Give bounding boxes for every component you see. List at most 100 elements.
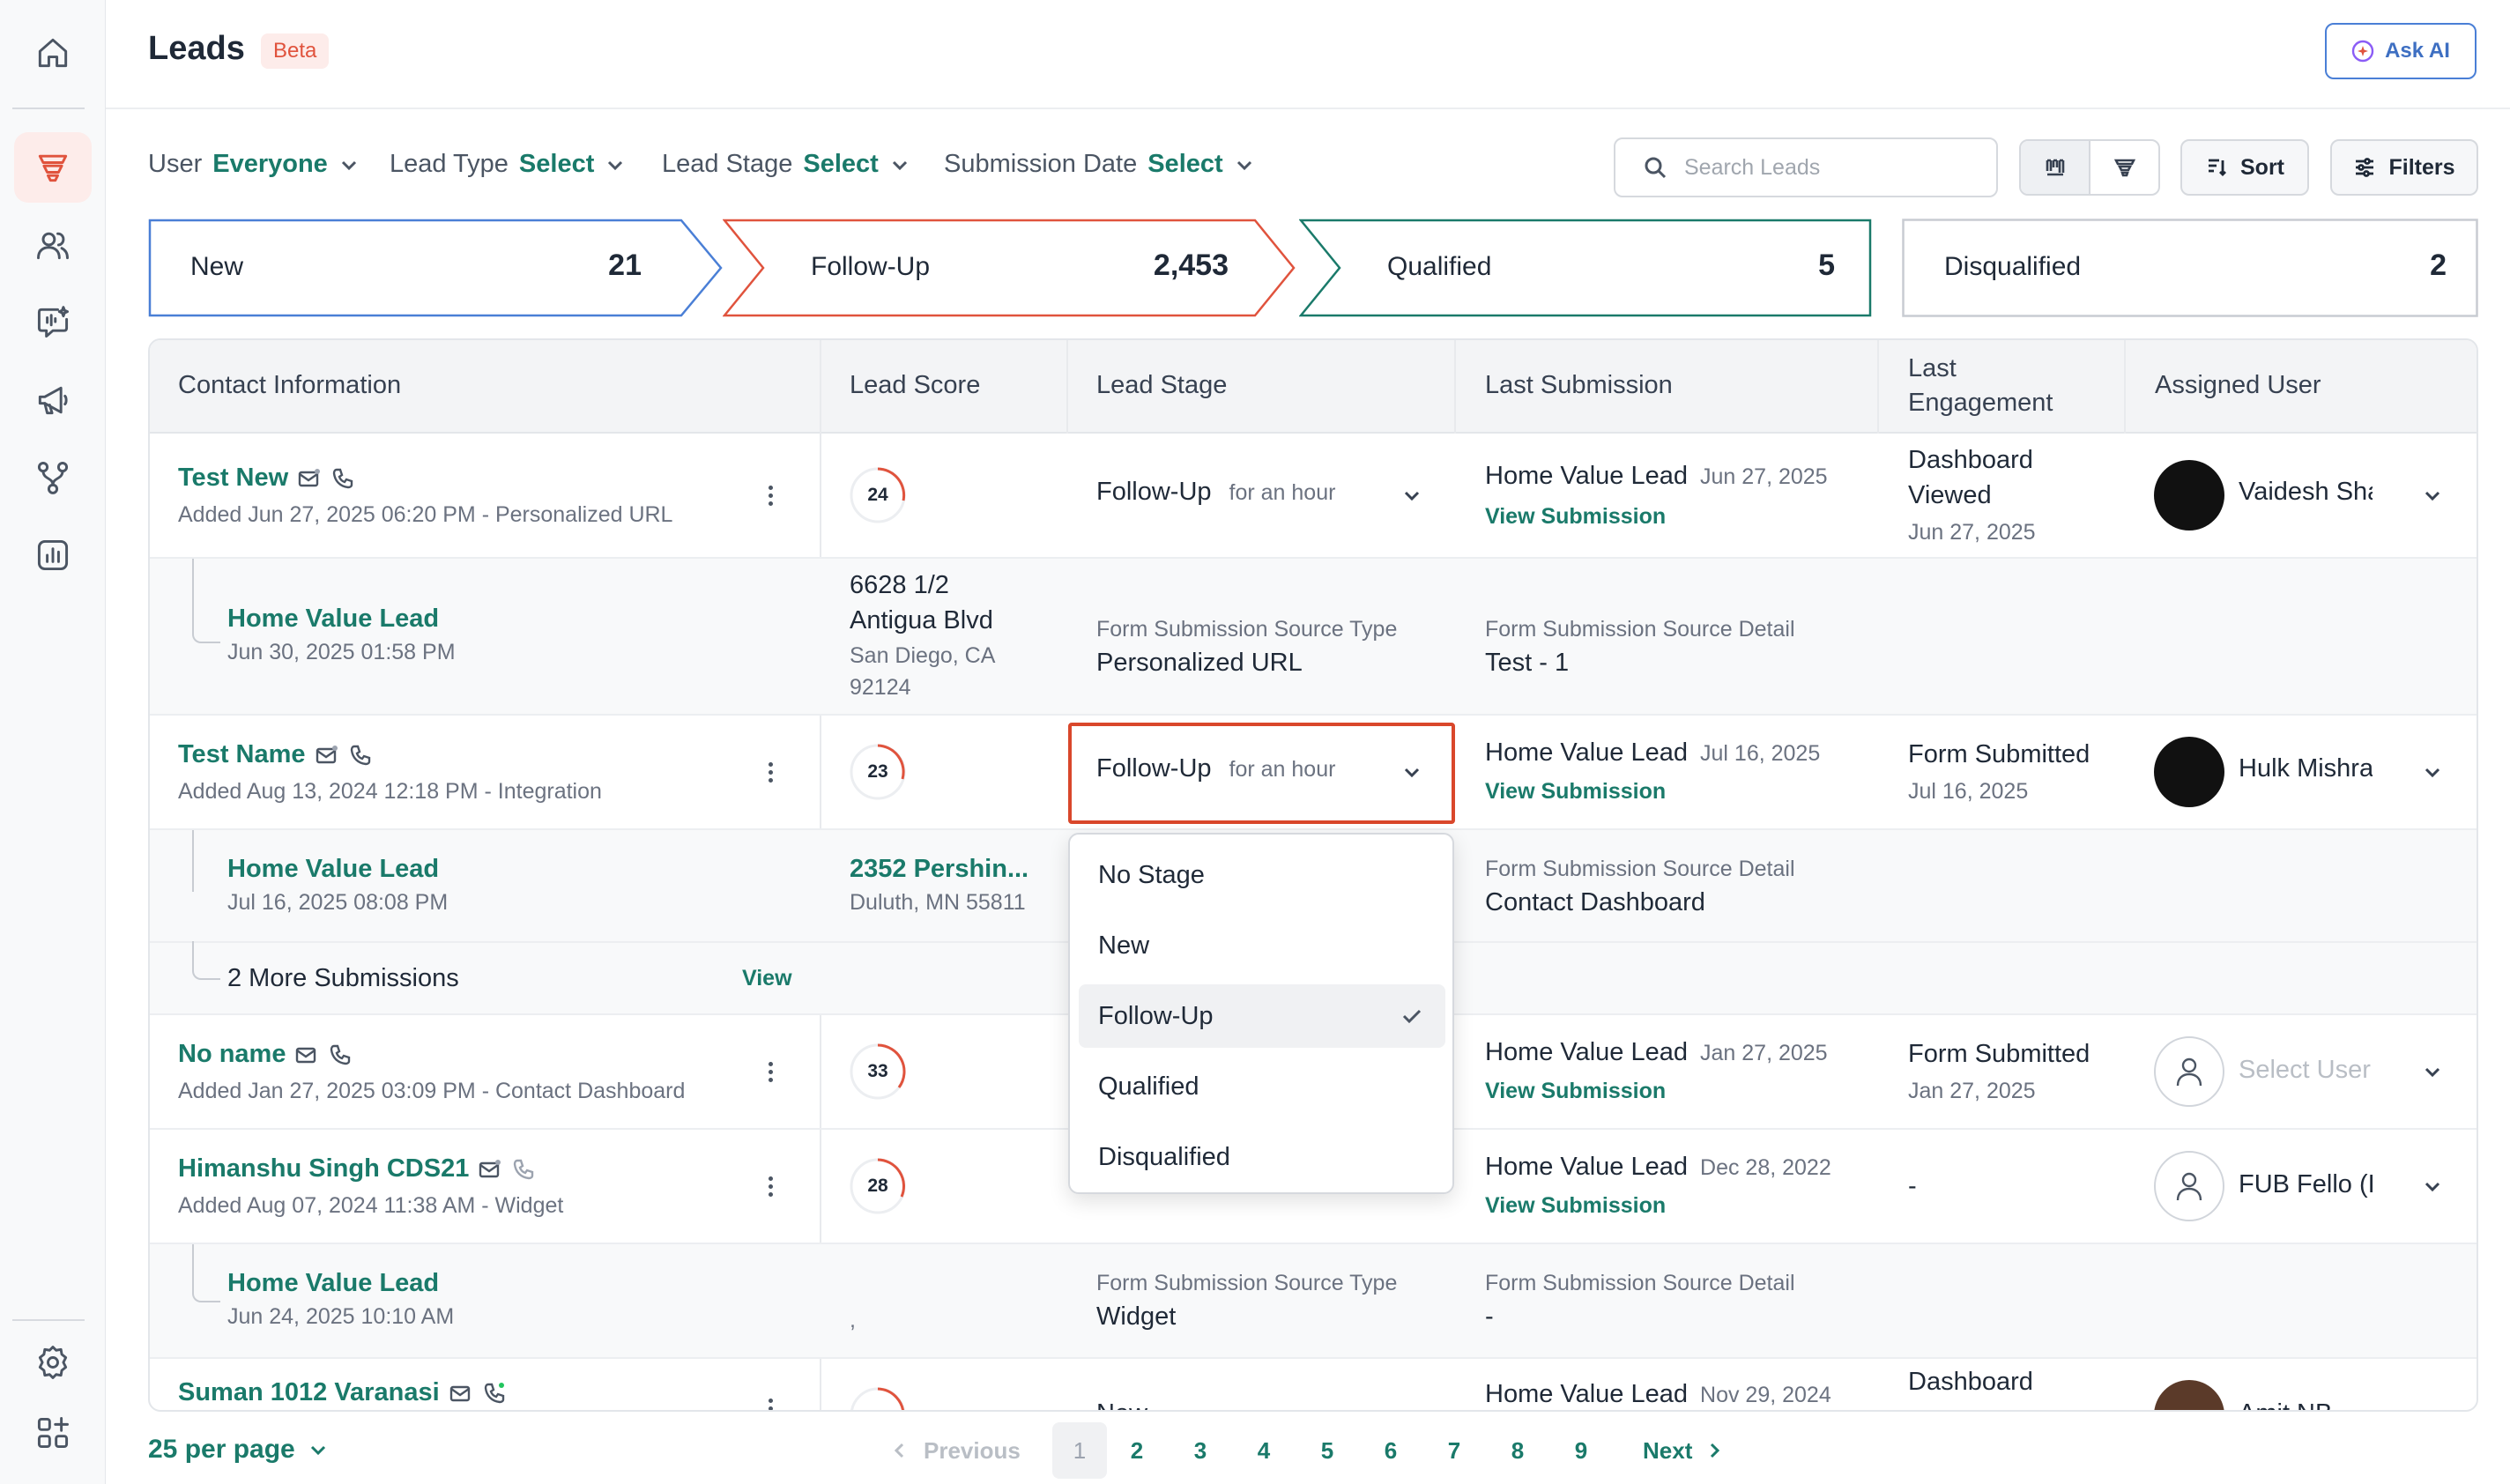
contacts-icon[interactable] xyxy=(14,210,92,280)
more-options-icon[interactable] xyxy=(761,478,779,513)
dropdown-option-qualified[interactable]: Qualified xyxy=(1079,1055,1445,1118)
column-divider xyxy=(1454,340,1456,434)
ai-chat-icon[interactable] xyxy=(14,287,92,358)
workflow-icon[interactable] xyxy=(14,442,92,513)
page-1[interactable]: 1 xyxy=(1052,1422,1107,1479)
submission-date-filter-label: Submission Date xyxy=(944,150,1138,178)
list-view-button[interactable] xyxy=(2090,141,2158,194)
view-submission-link[interactable]: View Submission xyxy=(1485,1193,1667,1218)
page-title: Leads xyxy=(148,30,245,67)
lead-stage-select[interactable]: Follow-Up for an hour xyxy=(1096,478,1335,507)
next-page-button[interactable]: Next xyxy=(1643,1422,1724,1479)
view-submission-link[interactable]: View Submission xyxy=(1485,779,1667,804)
page-6[interactable]: 6 xyxy=(1384,1436,1398,1464)
source-detail-value: Contact Dashboard xyxy=(1485,888,1705,916)
more-submissions-label: 2 More Submissions xyxy=(227,964,459,992)
select-user-placeholder[interactable]: Select User xyxy=(2239,1056,2371,1084)
reports-chart-icon[interactable] xyxy=(14,520,92,590)
lead-type-filter-value: Select xyxy=(518,150,595,178)
lead-name-link[interactable]: Suman 1012 Varanasi xyxy=(178,1378,507,1407)
stage-follow-up[interactable]: Follow-Up 2,453 xyxy=(723,219,1296,317)
stage-qualified[interactable]: Qualified 5 xyxy=(1299,219,1872,317)
last-submission: Home Value Lead Jan 27, 2025 xyxy=(1485,1038,1828,1067)
chevron-down-icon[interactable] xyxy=(1401,761,1422,783)
source-type-value: Widget xyxy=(1096,1302,1177,1331)
assigned-user-name[interactable]: Amit NB xyxy=(2239,1399,2332,1410)
email-icon xyxy=(316,745,338,763)
more-options-icon[interactable] xyxy=(761,754,779,790)
search-input[interactable] xyxy=(1684,154,1984,181)
kanban-view-icon xyxy=(2046,159,2064,176)
lead-name-link[interactable]: Test Name xyxy=(178,740,373,769)
ask-ai-button[interactable]: Ask AI xyxy=(2325,23,2477,79)
lead-name-link[interactable]: No name xyxy=(178,1040,353,1069)
filters-button[interactable]: Filters xyxy=(2330,139,2478,196)
sort-button[interactable]: Sort xyxy=(2180,139,2309,196)
stage-new[interactable]: New 21 xyxy=(148,219,724,317)
stage-qualified-count: 5 xyxy=(1818,249,1835,282)
phone-icon xyxy=(330,1044,351,1065)
chevron-down-icon[interactable] xyxy=(1401,485,1422,506)
avatar xyxy=(2154,737,2224,807)
settings-gear-icon[interactable] xyxy=(14,1327,92,1398)
table-row[interactable]: Himanshu Singh CDS21 Added Aug 07, 2024 … xyxy=(150,1130,2477,1244)
table-row[interactable]: Test New Added Jun 27, 2025 06:20 PM - P… xyxy=(150,434,2477,559)
address-line1: 6628 1/2 xyxy=(850,571,949,599)
submission-name[interactable]: Home Value Lead xyxy=(227,605,440,633)
more-options-icon[interactable] xyxy=(761,1169,779,1204)
submission-name[interactable]: Home Value Lead xyxy=(227,855,440,883)
more-options-icon[interactable] xyxy=(761,1054,779,1089)
view-submission-link[interactable]: View Submission xyxy=(1485,504,1667,529)
lead-name-link[interactable]: Test New xyxy=(178,464,355,493)
phone-icon xyxy=(484,1382,504,1403)
page-2[interactable]: 2 xyxy=(1130,1436,1144,1464)
more-options-icon[interactable] xyxy=(761,1391,779,1410)
lead-stage-value[interactable]: New xyxy=(1096,1399,1147,1410)
page-7[interactable]: 7 xyxy=(1447,1436,1461,1464)
lead-stage-filter[interactable]: Lead Stage Select xyxy=(662,150,910,179)
view-more-link[interactable]: View xyxy=(742,966,792,991)
dropdown-option-follow-up[interactable]: Follow-Up xyxy=(1079,984,1445,1048)
chevron-down-icon[interactable] xyxy=(2422,761,2443,783)
table-row[interactable]: Suman 1012 Varanasi New Home Value Lead … xyxy=(150,1359,2477,1412)
submission-date-filter[interactable]: Submission Date Select xyxy=(944,150,1255,179)
previous-page-button[interactable]: Previous xyxy=(890,1422,1021,1479)
lead-stage-select[interactable]: Follow-Up for an hour xyxy=(1096,754,1335,783)
stage-disqualified[interactable]: Disqualified 2 xyxy=(1902,219,2478,317)
phone-icon xyxy=(332,468,353,488)
page-3[interactable]: 3 xyxy=(1193,1436,1207,1464)
page-4[interactable]: 4 xyxy=(1257,1436,1271,1464)
page-8[interactable]: 8 xyxy=(1511,1436,1525,1464)
dropdown-option-new[interactable]: New xyxy=(1079,914,1445,977)
address-link[interactable]: 2352 Pershin... xyxy=(850,855,1029,883)
campaign-megaphone-icon[interactable] xyxy=(14,365,92,435)
user-filter[interactable]: User Everyone xyxy=(148,150,360,179)
dropdown-option-disqualified[interactable]: Disqualified xyxy=(1079,1125,1445,1189)
view-submission-link[interactable]: View Submission xyxy=(1485,1079,1667,1103)
lead-stage-select-active[interactable] xyxy=(1068,723,1455,824)
submission-date: Jan 27, 2025 xyxy=(1700,1041,1828,1065)
per-page-select[interactable]: 25 per page xyxy=(148,1435,329,1465)
chevron-down-icon[interactable] xyxy=(2422,1061,2443,1082)
chevron-down-icon[interactable] xyxy=(2422,485,2443,506)
header-last-submission: Last Submission xyxy=(1485,371,1673,400)
home-icon[interactable] xyxy=(14,18,92,88)
table-row[interactable]: Test Name Added Aug 13, 2024 12:18 PM - … xyxy=(150,716,2477,830)
lead-type-filter[interactable]: Lead Type Select xyxy=(390,150,626,179)
apps-grid-icon[interactable] xyxy=(14,1398,92,1468)
kanban-view-button[interactable] xyxy=(2021,141,2090,194)
assigned-user-name[interactable]: Hulk Mishraaa xyxy=(2239,754,2373,783)
page-5[interactable]: 5 xyxy=(1320,1436,1334,1464)
chevron-down-icon[interactable] xyxy=(1401,1405,1422,1412)
page-9[interactable]: 9 xyxy=(1574,1436,1588,1464)
assigned-user-name[interactable]: FUB Fello (Invi xyxy=(2239,1170,2373,1198)
leads-funnel-icon[interactable] xyxy=(14,132,92,203)
assigned-user-name[interactable]: Vaidesh Shank xyxy=(2239,478,2373,506)
previous-label: Previous xyxy=(924,1436,1021,1464)
chevron-down-icon[interactable] xyxy=(2422,1405,2443,1412)
lead-name-link[interactable]: Himanshu Singh CDS21 xyxy=(178,1154,536,1183)
phone-icon xyxy=(514,1159,534,1179)
chevron-down-icon[interactable] xyxy=(2422,1176,2443,1197)
dropdown-option-no-stage[interactable]: No Stage xyxy=(1079,843,1445,907)
submission-name[interactable]: Home Value Lead xyxy=(227,1269,440,1297)
